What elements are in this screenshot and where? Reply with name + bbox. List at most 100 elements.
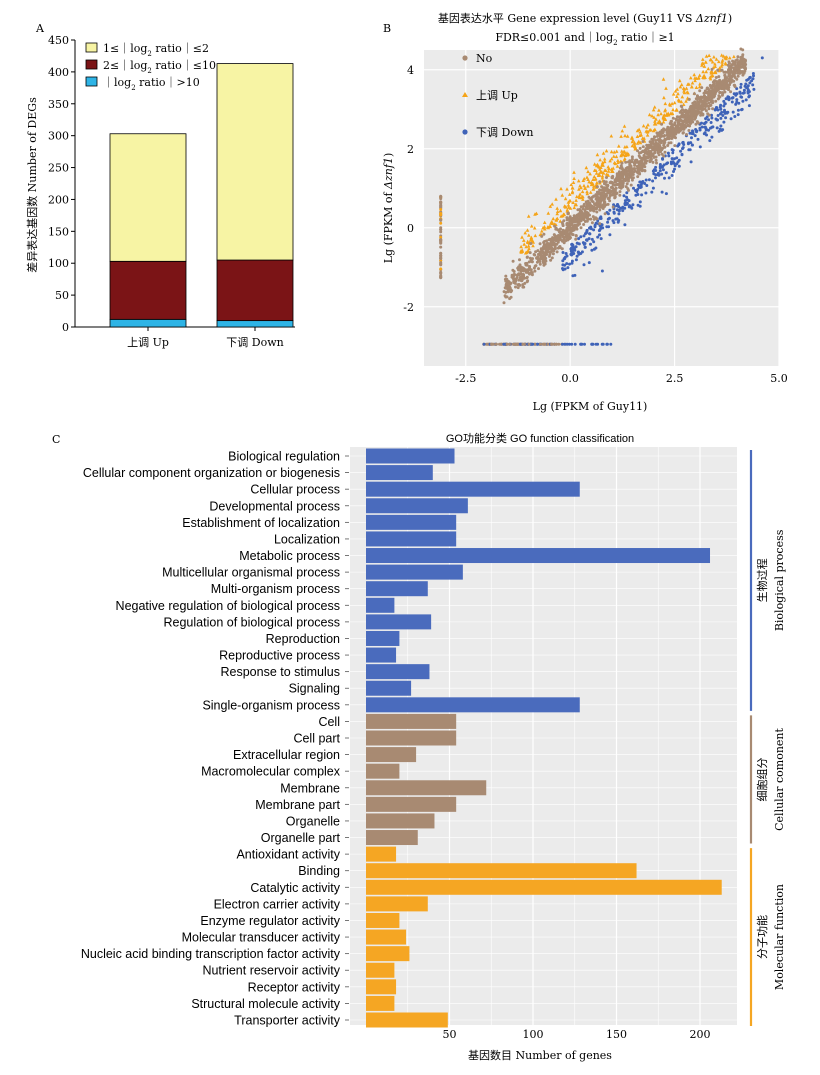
panel-b-point xyxy=(725,84,728,87)
panel-b-point xyxy=(522,275,525,278)
panel-b-point xyxy=(530,271,533,274)
panel-b-point xyxy=(595,211,598,214)
panel-b-point xyxy=(692,104,695,107)
panel-b-point xyxy=(636,175,639,178)
panel-c-category-label: Establishment of localization xyxy=(182,516,340,530)
panel-a-y-tick-label: 400 xyxy=(48,66,69,79)
panel-b-point xyxy=(566,255,569,258)
panel-b-point xyxy=(638,156,641,159)
panel-b-point xyxy=(611,176,614,179)
panel-c-category-label: Structural molecule activity xyxy=(191,997,340,1011)
panel-b-point xyxy=(551,243,554,246)
panel-c-category-label: Single-organism process xyxy=(202,698,340,712)
panel-b-point xyxy=(612,206,615,209)
panel-b-point xyxy=(708,139,711,142)
panel-a-legend-label: 2≤｜log2 ratio｜≤10 xyxy=(103,59,216,75)
panel-b-point xyxy=(656,135,659,138)
panel-b-point xyxy=(717,97,720,100)
panel-b-point xyxy=(722,100,725,103)
panel-b-point xyxy=(606,221,609,224)
panel-b-point xyxy=(731,63,734,66)
panel-b-point xyxy=(649,159,652,162)
panel-b-point xyxy=(748,76,751,79)
panel-b-point xyxy=(672,117,675,120)
panel-a-y-tick-label: 100 xyxy=(48,257,69,270)
panel-c-bar xyxy=(366,996,394,1011)
panel-b-point xyxy=(654,166,657,169)
panel-b-point xyxy=(620,187,623,190)
panel-b-point xyxy=(706,112,709,115)
panel-b-point xyxy=(665,192,668,195)
panel-b-point xyxy=(629,176,632,179)
panel-b-point xyxy=(672,149,675,152)
panel-b-point xyxy=(625,185,628,188)
panel-b-point xyxy=(592,228,595,231)
panel-b-point xyxy=(531,260,534,263)
panel-c-group-label-zh: 生物过程 xyxy=(755,558,769,602)
panel-b-point xyxy=(506,295,509,298)
panel-b-point xyxy=(728,60,731,63)
panel-b-point xyxy=(608,233,611,236)
panel-b-point xyxy=(631,179,634,182)
panel-c-bar xyxy=(366,863,637,878)
panel-b-point xyxy=(671,132,674,135)
panel-b-point xyxy=(663,134,666,137)
panel-b-point xyxy=(722,121,725,124)
panel-b-y-tick-label: 2 xyxy=(407,143,414,156)
panel-b-point xyxy=(735,64,738,67)
panel-a-legend: 1≤｜log2 ratio｜≤22≤｜log2 ratio｜≤10｜log2 r… xyxy=(86,42,216,92)
panel-b-point xyxy=(645,184,648,187)
panel-b-point xyxy=(564,236,567,239)
panel-b-point xyxy=(589,209,592,212)
panel-b-point xyxy=(710,117,713,120)
panel-c-bar xyxy=(366,648,396,663)
panel-b-point xyxy=(581,250,584,253)
panel-b-point xyxy=(621,162,624,165)
panel-b-point xyxy=(701,104,704,107)
panel-b-point xyxy=(662,155,665,158)
panel-b-x-tick-label: 5.0 xyxy=(770,372,788,385)
panel-c-category-label: Cellular process xyxy=(250,483,340,497)
panel-b-point xyxy=(718,80,721,83)
panel-b-point xyxy=(636,188,639,191)
panel-b-x-axis-label: Lg (FPKM of Guy11) xyxy=(533,400,648,413)
panel-b-point xyxy=(513,281,516,284)
panel-b-point xyxy=(724,116,727,119)
panel-b-point xyxy=(729,77,732,80)
panel-b-point xyxy=(687,148,690,151)
panel-b-point xyxy=(722,80,725,83)
panel-b-point xyxy=(704,98,707,101)
panel-a-bar-segment xyxy=(110,261,186,319)
panel-b-point xyxy=(741,53,744,56)
panel-b-point xyxy=(734,72,737,75)
panel-b-point xyxy=(739,92,742,95)
panel-b-point xyxy=(726,111,729,114)
panel-c-horizontal-bar-chart: C GO功能分类 GO function classification Biol… xyxy=(52,431,786,1062)
panel-b-point xyxy=(752,88,755,91)
panel-c-category-label: Macromolecular complex xyxy=(201,765,341,779)
panel-b-point xyxy=(611,189,614,192)
panel-b-point xyxy=(721,94,724,97)
panel-b-point xyxy=(690,136,693,139)
panel-b-point xyxy=(724,71,727,74)
panel-b-point xyxy=(561,233,564,236)
panel-b-point xyxy=(688,98,691,101)
panel-b-point xyxy=(647,147,650,150)
panel-b-point xyxy=(707,107,710,110)
panel-b-point xyxy=(597,205,600,208)
panel-b-point xyxy=(676,145,679,148)
panel-b-point xyxy=(568,220,571,223)
panel-c-category-label: Membrane part xyxy=(255,798,340,812)
panel-b-point xyxy=(594,224,597,227)
panel-b-point xyxy=(600,237,603,240)
panel-b-point xyxy=(659,166,662,169)
panel-b-point xyxy=(698,89,701,92)
panel-b-point xyxy=(621,209,624,212)
panel-b-point xyxy=(673,144,676,147)
panel-b-point xyxy=(691,108,694,111)
panel-b-point xyxy=(520,273,523,276)
panel-b-point xyxy=(691,121,694,124)
panel-b-point xyxy=(542,252,545,255)
panel-b-label: B xyxy=(383,22,391,35)
panel-b-point xyxy=(672,160,675,163)
